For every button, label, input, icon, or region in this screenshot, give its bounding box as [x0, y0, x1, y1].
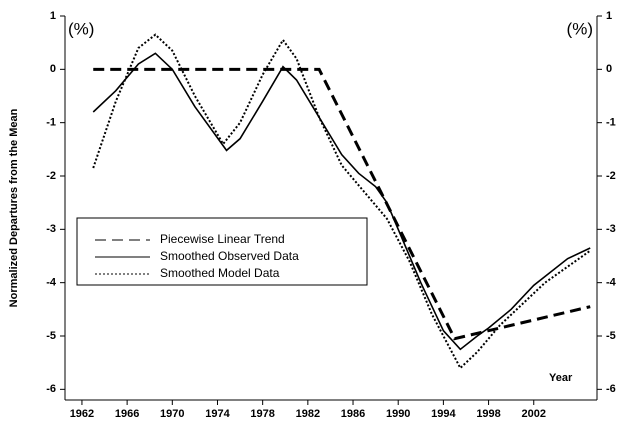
y-tick-label: 1	[50, 10, 56, 22]
y-tick-label: -2	[46, 170, 56, 182]
y-tick-label-right: -5	[606, 330, 616, 342]
unit-label: (%)	[68, 19, 94, 38]
legend-label: Smoothed Observed Data	[160, 249, 299, 263]
x-tick-label: 1962	[70, 408, 94, 420]
legend-label: Piecewise Linear Trend	[160, 232, 285, 246]
x-tick-label: 1970	[160, 408, 184, 420]
x-tick-label: 1990	[386, 408, 410, 420]
y-tick-label: -3	[46, 223, 56, 235]
y-tick-label-right: -2	[606, 170, 616, 182]
y-tick-label: -6	[46, 383, 56, 395]
y-tick-label: -5	[46, 330, 56, 342]
legend-box	[76, 217, 368, 286]
y-tick-label-right: -1	[606, 117, 616, 129]
y-tick-label-right: -3	[606, 223, 616, 235]
y-axis-label: Normalized Departures from the Mean	[8, 108, 20, 307]
y-tick-label-right: 1	[606, 10, 612, 22]
x-tick-label: 1994	[431, 408, 456, 420]
unit-label: (%)	[567, 19, 593, 38]
x-tick-label: 1966	[115, 408, 139, 420]
x-tick-label: 2002	[522, 408, 546, 420]
x-axis-label: Year	[549, 372, 573, 384]
series-line	[93, 67, 591, 341]
x-tick-label: 1982	[296, 408, 320, 420]
x-tick-label: 1998	[476, 408, 500, 420]
y-tick-label-right: -6	[606, 383, 616, 395]
y-tick-label-right: -4	[606, 277, 617, 289]
x-tick-label: 1986	[341, 408, 365, 420]
y-tick-label: -1	[46, 117, 56, 129]
series-line	[92, 33, 591, 370]
legend-label: Smoothed Model Data	[160, 266, 280, 280]
y-tick-label-right: 0	[606, 63, 612, 75]
y-tick-label: -4	[46, 277, 57, 289]
y-tick-label: 0	[50, 63, 56, 75]
x-tick-label: 1974	[205, 408, 230, 420]
x-tick-label: 1978	[250, 408, 274, 420]
series-line	[92, 52, 591, 351]
